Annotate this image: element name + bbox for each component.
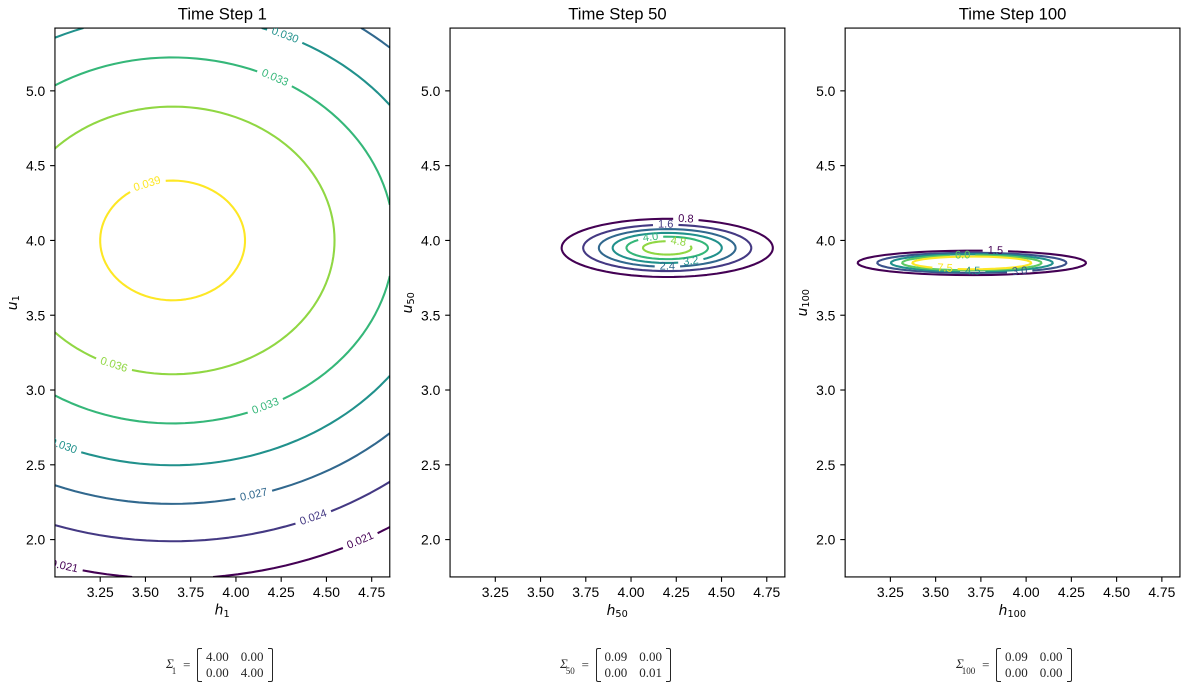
svg-text:5.0: 5.0 (26, 83, 46, 99)
svg-text:3.25: 3.25 (877, 584, 904, 600)
svg-text:4.5: 4.5 (965, 265, 980, 277)
svg-text:3.0: 3.0 (26, 382, 46, 398)
svg-text:2.0: 2.0 (26, 532, 46, 548)
svg-text:1.5: 1.5 (987, 245, 1003, 257)
svg-text:5.0: 5.0 (816, 83, 836, 99)
svg-text:3.25: 3.25 (482, 584, 509, 600)
svg-text:3.75: 3.75 (572, 584, 599, 600)
svg-text:4.25: 4.25 (663, 584, 690, 600)
svg-text:3.5: 3.5 (816, 307, 836, 323)
svg-text:2.5: 2.5 (26, 457, 46, 473)
svg-text:4.50: 4.50 (708, 584, 735, 600)
svg-text:4.8: 4.8 (670, 235, 687, 249)
svg-text:2.4: 2.4 (660, 261, 675, 273)
svg-text:4.5: 4.5 (816, 158, 836, 174)
svg-text:4.25: 4.25 (268, 584, 295, 600)
svg-text:1.6: 1.6 (658, 219, 674, 231)
svg-text:4.0: 4.0 (421, 232, 441, 248)
svg-text:4.25: 4.25 (1058, 584, 1085, 600)
svg-text:4.0: 4.0 (642, 231, 659, 245)
svg-text:3.50: 3.50 (132, 584, 159, 600)
svg-text:2.0: 2.0 (816, 532, 836, 548)
svg-text:5.0: 5.0 (421, 83, 441, 99)
svg-text:3.5: 3.5 (421, 307, 441, 323)
svg-text:3.0: 3.0 (1012, 265, 1028, 278)
svg-text:4.50: 4.50 (313, 584, 340, 600)
svg-text:3.75: 3.75 (967, 584, 994, 600)
svg-text:3.5: 3.5 (26, 307, 46, 323)
svg-text:2.5: 2.5 (816, 457, 836, 473)
svg-text:Time Step 1: Time Step 1 (178, 5, 267, 24)
svg-text:2.0: 2.0 (421, 532, 441, 548)
svg-text:4.75: 4.75 (753, 584, 780, 600)
svg-text:3.50: 3.50 (527, 584, 554, 600)
svg-text:3.50: 3.50 (922, 584, 949, 600)
svg-text:4.50: 4.50 (1103, 584, 1130, 600)
svg-text:4.0: 4.0 (26, 232, 46, 248)
svg-text:4.0: 4.0 (816, 232, 836, 248)
svg-text:3.0: 3.0 (421, 382, 441, 398)
svg-text:6.0: 6.0 (955, 249, 971, 261)
svg-text:3.2: 3.2 (682, 254, 699, 268)
svg-text:3.25: 3.25 (87, 584, 114, 600)
svg-text:Time Step 50: Time Step 50 (568, 5, 666, 24)
svg-text:4.5: 4.5 (26, 158, 46, 174)
svg-text:0.8: 0.8 (678, 213, 694, 226)
svg-text:3.0: 3.0 (816, 382, 836, 398)
svg-text:7.5: 7.5 (937, 262, 953, 275)
svg-text:4.75: 4.75 (358, 584, 385, 600)
svg-text:3.75: 3.75 (177, 584, 204, 600)
svg-text:2.5: 2.5 (421, 457, 441, 473)
svg-text:Time Step 100: Time Step 100 (959, 5, 1067, 24)
svg-text:4.75: 4.75 (1148, 584, 1175, 600)
svg-text:4.5: 4.5 (421, 158, 441, 174)
